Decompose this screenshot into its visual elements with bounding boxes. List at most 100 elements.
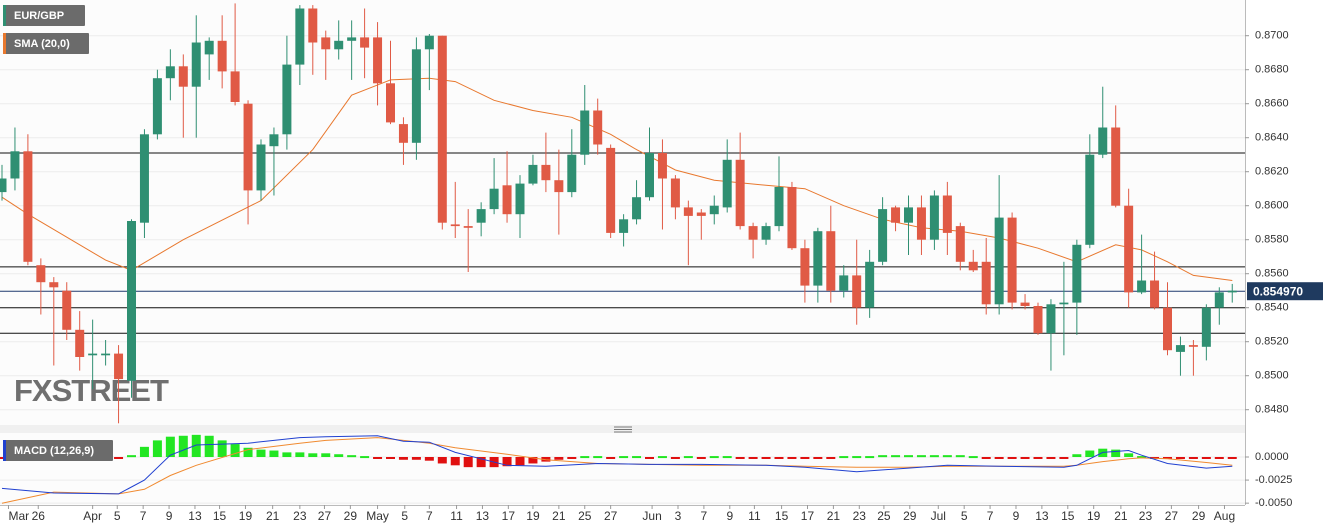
x-tick-label: 23 — [853, 509, 867, 523]
histogram-bar — [1137, 456, 1147, 459]
candle-body — [1175, 345, 1185, 352]
candle-body — [580, 110, 590, 155]
histogram-bar — [450, 457, 460, 466]
candle-body — [204, 40, 214, 55]
histogram-bar — [955, 455, 965, 458]
x-tick-label: May — [366, 509, 389, 523]
histogram-bar — [476, 457, 486, 468]
histogram-bar — [593, 456, 603, 459]
x-tick-label: 5 — [961, 509, 968, 523]
histogram-bar — [1124, 453, 1134, 457]
candle-body — [1201, 307, 1211, 347]
candle-body — [1046, 304, 1056, 334]
x-tick-label: 23 — [1139, 509, 1153, 523]
histogram-bar — [645, 457, 654, 459]
candle-body — [787, 187, 797, 249]
candle-body — [813, 231, 823, 286]
histogram-bar — [632, 456, 642, 459]
histogram-bar — [230, 444, 240, 457]
x-tick-label: Apr — [83, 509, 102, 523]
candle-body — [1007, 217, 1017, 303]
candle-body — [62, 290, 72, 330]
candle-body — [411, 49, 421, 143]
histogram-bar — [528, 457, 538, 464]
legend-box — [3, 5, 85, 26]
legend-label: EUR/GBP — [14, 10, 64, 22]
y-tick-label: 0.8580 — [1255, 234, 1289, 246]
candle-body — [683, 207, 693, 216]
histogram-bar — [191, 434, 201, 457]
histogram-bar — [891, 455, 901, 458]
histogram-bar — [1214, 457, 1224, 459]
histogram-bar — [373, 457, 383, 459]
histogram-bar — [295, 452, 305, 457]
histogram-bar — [800, 457, 810, 459]
x-tick-label: 29 — [344, 509, 358, 523]
candle-body — [165, 66, 175, 79]
histogram-bar — [437, 457, 447, 464]
histogram-bar — [878, 455, 888, 458]
histogram-bar — [347, 455, 357, 458]
x-tick-label: 7 — [987, 509, 994, 523]
histogram-bar — [968, 456, 978, 459]
x-tick-label: 21 — [1114, 509, 1128, 523]
histogram-bar — [515, 457, 525, 466]
histogram-bar — [994, 457, 1004, 459]
candle-body — [619, 219, 629, 233]
histogram-bar — [463, 457, 473, 468]
candle-body — [476, 209, 486, 223]
histogram-bar — [1188, 457, 1198, 459]
candle-body — [334, 40, 344, 50]
histogram-bar — [904, 455, 913, 458]
candle-body — [1163, 307, 1172, 351]
x-tick-label: 5 — [401, 509, 408, 523]
histogram-bar — [1007, 457, 1017, 459]
x-tick-label: 11 — [748, 509, 761, 523]
legend-swatch — [3, 33, 6, 54]
candle-body — [709, 205, 719, 215]
candle-body — [243, 103, 253, 191]
candle-body — [593, 110, 603, 145]
candle-body — [373, 37, 383, 84]
histogram-bar — [981, 457, 991, 459]
histogram-bar — [774, 457, 784, 459]
candle-body — [541, 164, 551, 181]
histogram-bar — [916, 455, 926, 458]
legend-swatch — [3, 440, 6, 461]
histogram-bar — [839, 456, 849, 459]
candle-body — [852, 275, 862, 308]
candle-body — [308, 8, 318, 43]
candle-body — [88, 353, 98, 356]
histogram-bar — [761, 457, 771, 459]
candle-body — [748, 226, 758, 240]
histogram-bar — [709, 456, 719, 459]
candle-body — [1085, 154, 1095, 245]
candle-body — [269, 134, 279, 147]
x-tick-label: 17 — [502, 509, 516, 523]
candle-body — [178, 66, 188, 87]
candle-body — [152, 78, 162, 135]
x-tick-label: 9 — [166, 509, 173, 523]
candle-body — [49, 282, 59, 288]
histogram-bar — [424, 457, 434, 461]
x-tick-label: 21 — [827, 509, 841, 523]
histogram-bar — [942, 455, 952, 458]
candle-body — [826, 231, 836, 291]
candle-body — [696, 212, 706, 216]
candle-body — [865, 261, 875, 308]
candle-body — [295, 8, 305, 65]
candle-body — [761, 226, 771, 240]
candle-body — [502, 185, 512, 215]
candle-body — [463, 226, 473, 228]
candle-body — [606, 147, 616, 233]
overlay: 0.854970 EUR/GBP SMA (20,0) MACD (12,26,9) — [3, 5, 1323, 461]
histogram-bar — [269, 450, 279, 457]
candle-body — [321, 37, 331, 50]
histogram-bar — [619, 456, 629, 459]
histogram-bar — [1201, 457, 1211, 459]
candle-body — [23, 151, 33, 262]
histogram-bar — [1033, 457, 1043, 459]
candle-body — [398, 124, 408, 143]
macd-line — [1, 435, 1233, 495]
candle-body — [670, 178, 680, 208]
